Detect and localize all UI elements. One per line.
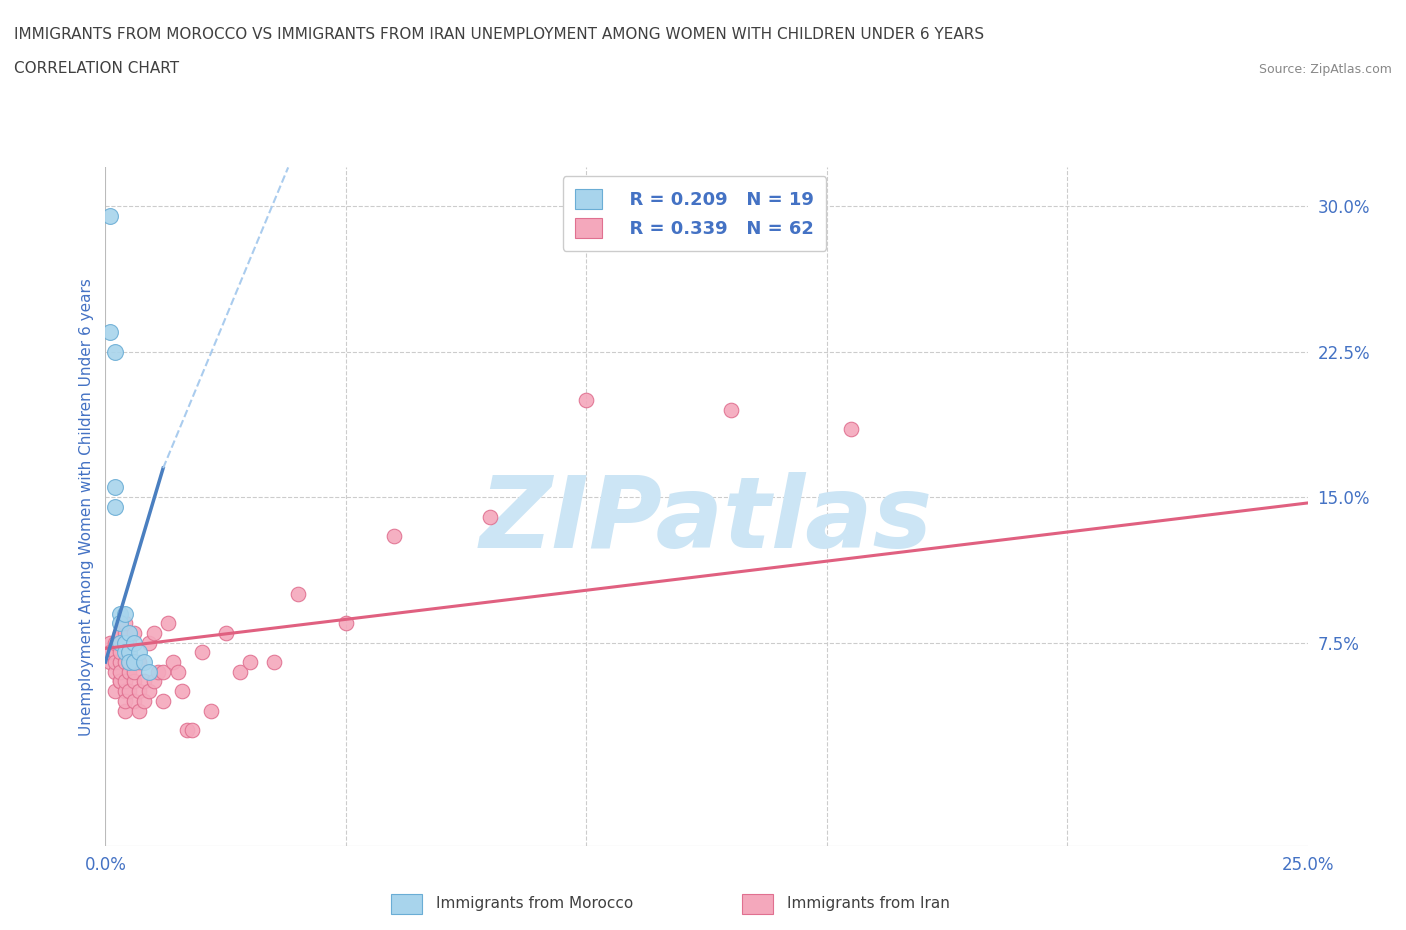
Legend:   R = 0.209   N = 19,   R = 0.339   N = 62: R = 0.209 N = 19, R = 0.339 N = 62: [562, 177, 827, 250]
Point: [104, 499, 127, 514]
Point: [124, 655, 146, 670]
Point: [214, 626, 236, 641]
Point: [575, 392, 598, 407]
Point: [104, 480, 127, 495]
Point: [98, 208, 121, 223]
Point: [124, 694, 146, 709]
Point: [152, 664, 174, 679]
Text: Source: ZipAtlas.com: Source: ZipAtlas.com: [1258, 63, 1392, 76]
Point: [98, 325, 121, 339]
Point: [138, 684, 160, 698]
Point: [142, 674, 165, 689]
Text: IMMIGRANTS FROM MOROCCO VS IMMIGRANTS FROM IRAN UNEMPLOYMENT AMONG WOMEN WITH CH: IMMIGRANTS FROM MOROCCO VS IMMIGRANTS FR…: [14, 27, 984, 42]
Point: [114, 606, 136, 621]
Point: [98, 644, 121, 659]
Point: [287, 587, 309, 602]
Point: [108, 635, 131, 650]
Point: [104, 664, 127, 679]
Point: [132, 694, 155, 709]
Point: [166, 664, 188, 679]
Point: [132, 674, 155, 689]
Point: [124, 635, 146, 650]
Point: [118, 684, 141, 698]
Point: [128, 644, 150, 659]
Point: [98, 655, 121, 670]
Point: [108, 616, 131, 631]
Point: [118, 655, 141, 670]
Point: [162, 655, 184, 670]
Point: [720, 403, 742, 418]
Point: [263, 655, 285, 670]
Point: [104, 684, 127, 698]
Point: [124, 655, 146, 670]
Point: [239, 655, 262, 670]
Text: ZIPatlas: ZIPatlas: [479, 472, 934, 569]
Point: [104, 344, 127, 359]
Point: [128, 655, 150, 670]
Point: [118, 644, 141, 659]
Point: [839, 422, 862, 437]
Point: [335, 616, 357, 631]
Point: [108, 674, 131, 689]
Point: [114, 655, 136, 670]
Point: [132, 655, 155, 670]
Point: [114, 626, 136, 641]
Point: [124, 664, 146, 679]
Point: [98, 635, 121, 650]
Point: [108, 655, 131, 670]
Point: [382, 528, 405, 543]
Point: [108, 626, 131, 641]
Point: [124, 626, 146, 641]
Point: [114, 644, 136, 659]
Point: [148, 664, 170, 679]
Point: [114, 635, 136, 650]
Point: [138, 635, 160, 650]
Point: [118, 664, 141, 679]
Point: [118, 655, 141, 670]
Point: [142, 626, 165, 641]
Point: [104, 644, 127, 659]
Point: [114, 703, 136, 718]
Point: [104, 635, 127, 650]
Point: [124, 674, 146, 689]
Point: [190, 644, 212, 659]
Y-axis label: Unemployment Among Women with Children Under 6 years: Unemployment Among Women with Children U…: [79, 278, 94, 736]
Point: [108, 674, 131, 689]
Point: [108, 664, 131, 679]
Point: [118, 635, 141, 650]
Point: [479, 509, 502, 524]
Point: [229, 664, 252, 679]
Point: [176, 723, 198, 737]
Point: [172, 684, 194, 698]
Point: [138, 664, 160, 679]
Point: [108, 644, 131, 659]
Point: [152, 694, 174, 709]
Point: [104, 655, 127, 670]
Point: [108, 606, 131, 621]
Point: [114, 616, 136, 631]
Point: [181, 723, 204, 737]
Point: [108, 635, 131, 650]
Text: Immigrants from Morocco: Immigrants from Morocco: [436, 897, 633, 911]
Point: [114, 684, 136, 698]
Point: [200, 703, 222, 718]
Point: [156, 616, 179, 631]
Text: Immigrants from Iran: Immigrants from Iran: [787, 897, 950, 911]
Text: CORRELATION CHART: CORRELATION CHART: [14, 61, 179, 76]
Point: [114, 674, 136, 689]
Point: [128, 703, 150, 718]
Point: [118, 626, 141, 641]
Point: [114, 694, 136, 709]
Point: [128, 684, 150, 698]
